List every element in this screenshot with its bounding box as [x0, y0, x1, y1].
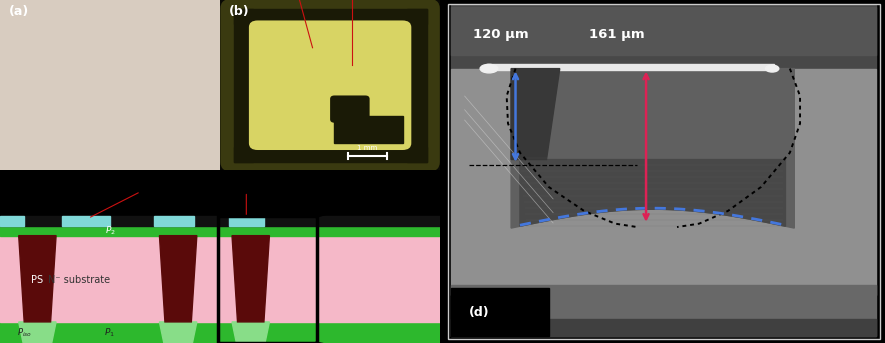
Ellipse shape	[480, 64, 497, 73]
Polygon shape	[232, 322, 269, 343]
Bar	[234, 146, 427, 162]
Polygon shape	[159, 322, 196, 343]
Bar	[0, 216, 24, 226]
Ellipse shape	[766, 65, 779, 72]
Text: Aluminum: Aluminum	[118, 179, 164, 188]
FancyBboxPatch shape	[238, 12, 422, 158]
Bar	[487, 64, 774, 70]
Bar	[62, 216, 110, 226]
Polygon shape	[232, 236, 269, 322]
Text: USG: USG	[236, 179, 256, 188]
Bar	[218, 216, 317, 343]
Bar	[451, 7, 876, 55]
Polygon shape	[19, 322, 56, 343]
Bar	[451, 285, 876, 336]
Bar	[407, 9, 427, 162]
Bar	[0, 236, 440, 322]
Polygon shape	[520, 159, 786, 226]
PathPatch shape	[0, 0, 220, 170]
Text: 161 μm: 161 μm	[589, 28, 644, 41]
Text: (a): (a)	[9, 5, 29, 18]
Text: $P_2$: $P_2$	[104, 225, 115, 237]
Bar	[95, 153, 126, 167]
Text: N⁻ substrate: N⁻ substrate	[48, 275, 111, 285]
FancyBboxPatch shape	[220, 0, 440, 172]
Text: $P_1$: $P_1$	[104, 326, 115, 339]
Bar	[234, 9, 427, 24]
Bar	[0, 216, 440, 226]
Text: (d): (d)	[469, 306, 489, 319]
Bar	[228, 216, 264, 226]
Text: (b): (b)	[229, 5, 250, 18]
Bar	[451, 5, 876, 69]
Text: 1 mm: 1 mm	[358, 145, 378, 151]
Bar	[451, 319, 876, 336]
Bar	[0, 226, 440, 236]
Polygon shape	[512, 69, 795, 228]
Bar	[451, 69, 876, 295]
FancyBboxPatch shape	[330, 95, 370, 123]
Bar	[451, 288, 549, 336]
Polygon shape	[335, 102, 403, 143]
Bar	[0, 322, 440, 343]
Text: (c): (c)	[4, 176, 22, 189]
FancyBboxPatch shape	[249, 21, 412, 150]
Bar	[234, 9, 253, 162]
Text: PS: PS	[31, 275, 43, 285]
Polygon shape	[512, 69, 560, 159]
Bar	[154, 216, 194, 226]
Text: 120 μm: 120 μm	[473, 28, 529, 41]
Polygon shape	[19, 236, 56, 322]
Text: $P_{iso}$: $P_{iso}$	[17, 326, 32, 339]
Ellipse shape	[19, 15, 201, 165]
Polygon shape	[159, 236, 196, 322]
